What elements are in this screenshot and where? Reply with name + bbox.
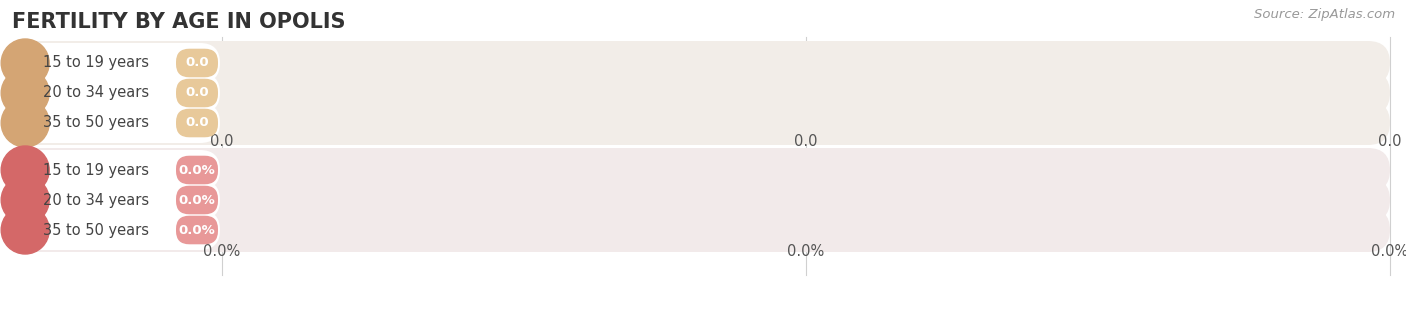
Text: 0.0: 0.0 [1378,135,1402,149]
FancyBboxPatch shape [14,150,219,190]
FancyBboxPatch shape [14,180,219,220]
FancyBboxPatch shape [13,71,1391,115]
FancyBboxPatch shape [176,109,218,137]
Circle shape [1,39,49,87]
Text: 0.0: 0.0 [211,135,233,149]
Text: 35 to 50 years: 35 to 50 years [44,222,149,238]
FancyBboxPatch shape [176,216,218,244]
Text: 0.0%: 0.0% [787,245,825,259]
FancyBboxPatch shape [13,41,1391,85]
Circle shape [1,99,49,147]
Text: 0.0%: 0.0% [179,193,215,207]
FancyBboxPatch shape [14,210,219,250]
FancyBboxPatch shape [176,186,218,214]
Text: 20 to 34 years: 20 to 34 years [44,192,149,208]
Text: 0.0%: 0.0% [1371,245,1406,259]
FancyBboxPatch shape [14,103,219,143]
FancyBboxPatch shape [13,208,1391,252]
Text: 0.0: 0.0 [794,135,818,149]
Text: 0.0: 0.0 [186,56,209,70]
FancyBboxPatch shape [176,79,218,107]
Circle shape [1,176,49,224]
Text: 0.0%: 0.0% [179,223,215,237]
Text: 0.0%: 0.0% [179,163,215,177]
Text: 20 to 34 years: 20 to 34 years [44,85,149,101]
FancyBboxPatch shape [14,73,219,113]
Text: 15 to 19 years: 15 to 19 years [44,162,149,178]
Text: 0.0%: 0.0% [204,245,240,259]
Circle shape [1,206,49,254]
FancyBboxPatch shape [13,101,1391,145]
FancyBboxPatch shape [14,43,219,83]
FancyBboxPatch shape [13,178,1391,222]
Circle shape [1,146,49,194]
Text: 15 to 19 years: 15 to 19 years [44,55,149,71]
Text: 35 to 50 years: 35 to 50 years [44,115,149,130]
Circle shape [1,69,49,117]
FancyBboxPatch shape [176,49,218,77]
Text: 0.0: 0.0 [186,116,209,129]
Text: Source: ZipAtlas.com: Source: ZipAtlas.com [1254,8,1395,21]
Text: 0.0: 0.0 [186,86,209,100]
FancyBboxPatch shape [176,156,218,184]
Text: FERTILITY BY AGE IN OPOLIS: FERTILITY BY AGE IN OPOLIS [13,12,346,32]
FancyBboxPatch shape [13,148,1391,192]
